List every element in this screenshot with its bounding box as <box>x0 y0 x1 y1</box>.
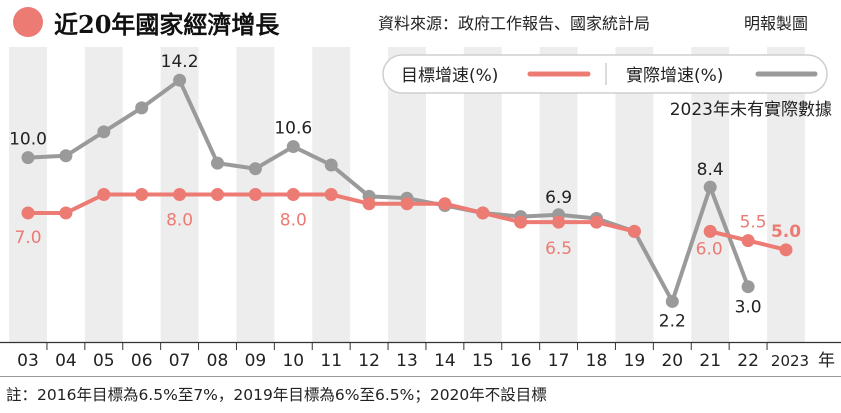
target-point <box>324 188 338 201</box>
x-tick-label: 18 <box>586 351 608 371</box>
column-stripe <box>767 45 805 342</box>
x-tick-label: 17 <box>548 351 570 371</box>
x-tick-label: 08 <box>207 351 229 371</box>
data-label: 6.5 <box>545 239 572 259</box>
x-tick-label: 19 <box>624 351 646 371</box>
actual-point <box>741 280 755 294</box>
target-point <box>779 243 793 257</box>
target-point <box>248 188 262 201</box>
data-label: 10.0 <box>9 130 47 150</box>
target-point <box>362 197 376 211</box>
x-tick-label: 09 <box>245 351 267 371</box>
actual-point <box>211 156 224 170</box>
actual-point <box>59 149 73 163</box>
data-label: 2.2 <box>659 311 686 331</box>
target-point <box>59 206 73 220</box>
x-tick-label: 21 <box>699 351 721 371</box>
x-tick-label: 04 <box>55 351 77 371</box>
data-label: 5.5 <box>740 213 767 233</box>
target-point <box>286 188 300 201</box>
column-stripe <box>615 45 654 342</box>
actual-point <box>665 294 679 308</box>
target-point <box>703 224 717 238</box>
actual-point <box>703 180 717 194</box>
x-tick-label: 05 <box>93 351 115 371</box>
x-tick-label: 06 <box>131 351 153 371</box>
column-stripe <box>463 45 502 342</box>
credit-text: 明報製圖 <box>744 14 808 33</box>
x-tick-label: 11 <box>320 351 342 371</box>
target-point <box>400 197 414 211</box>
target-point <box>514 215 528 229</box>
actual-point <box>135 101 149 115</box>
target-point <box>438 197 452 211</box>
source-text: 資料來源：政府工作報告、國家統計局 <box>378 14 650 33</box>
data-label: 8.0 <box>166 211 193 231</box>
target-point <box>741 234 755 248</box>
data-label: 5.0 <box>771 222 801 242</box>
data-label: 10.6 <box>274 119 312 139</box>
column-stripe <box>9 45 47 342</box>
x-tick-label: 16 <box>510 351 532 371</box>
target-point <box>476 206 490 220</box>
title-dot-icon <box>13 7 43 37</box>
x-tick-label: 13 <box>396 351 418 371</box>
page-title: 近20年國家經濟增長 <box>54 10 280 39</box>
actual-point <box>173 73 187 87</box>
data-label: 6.0 <box>696 239 723 259</box>
header-band <box>0 0 841 47</box>
target-point <box>97 188 111 201</box>
x-tick-label: 2023 <box>771 352 809 370</box>
actual-point <box>21 151 35 165</box>
data-label: 7.0 <box>14 228 41 248</box>
legend-target-label: 目標增速(%) <box>401 66 498 86</box>
target-point <box>135 188 149 201</box>
target-point <box>21 206 35 220</box>
data-label: 8.4 <box>697 160 724 180</box>
data-label: 3.0 <box>735 298 762 318</box>
actual-point <box>97 125 111 139</box>
data-labels: 10.0 14.2 10.6 6.9 2.2 8.4 3.0 7.0 8.0 8.0 6.5 6.0 5… <box>9 52 801 331</box>
data-label: 6.9 <box>545 188 572 208</box>
x-axis: 03 04 05 06 07 08 09 10 11 12 13 14 15 16 17 18 19 20 21 22… <box>17 342 835 371</box>
series-layer <box>21 73 793 308</box>
x-tick-label: 14 <box>434 351 456 371</box>
no-data-note: 2023年未有實際數據 <box>670 100 832 120</box>
x-tick-label: 07 <box>169 351 191 371</box>
x-tick-label: 15 <box>472 351 494 371</box>
column-stripe <box>539 45 578 342</box>
legend-actual-label: 實際增速(%) <box>626 66 723 86</box>
x-tick-label: 10 <box>282 351 304 371</box>
target-point <box>173 188 187 201</box>
legend-box <box>382 54 828 94</box>
data-label: 8.0 <box>280 211 307 231</box>
target-point <box>627 224 641 238</box>
x-tick-label: 03 <box>17 351 39 371</box>
actual-point <box>248 162 262 176</box>
actual-point <box>324 158 338 172</box>
x-axis-unit: 年 <box>818 351 835 371</box>
target-point <box>590 215 603 229</box>
x-tick-label: 12 <box>358 351 380 371</box>
x-tick-label: 22 <box>737 351 759 371</box>
footnote: 註：2016年目標為6.5%至7%，2019年目標為6%至6.5%；2020年不… <box>6 386 547 404</box>
target-point <box>552 215 566 229</box>
x-tick-label: 20 <box>661 351 683 371</box>
data-label: 14.2 <box>161 52 199 72</box>
target-point <box>211 188 224 201</box>
actual-point <box>286 140 300 154</box>
